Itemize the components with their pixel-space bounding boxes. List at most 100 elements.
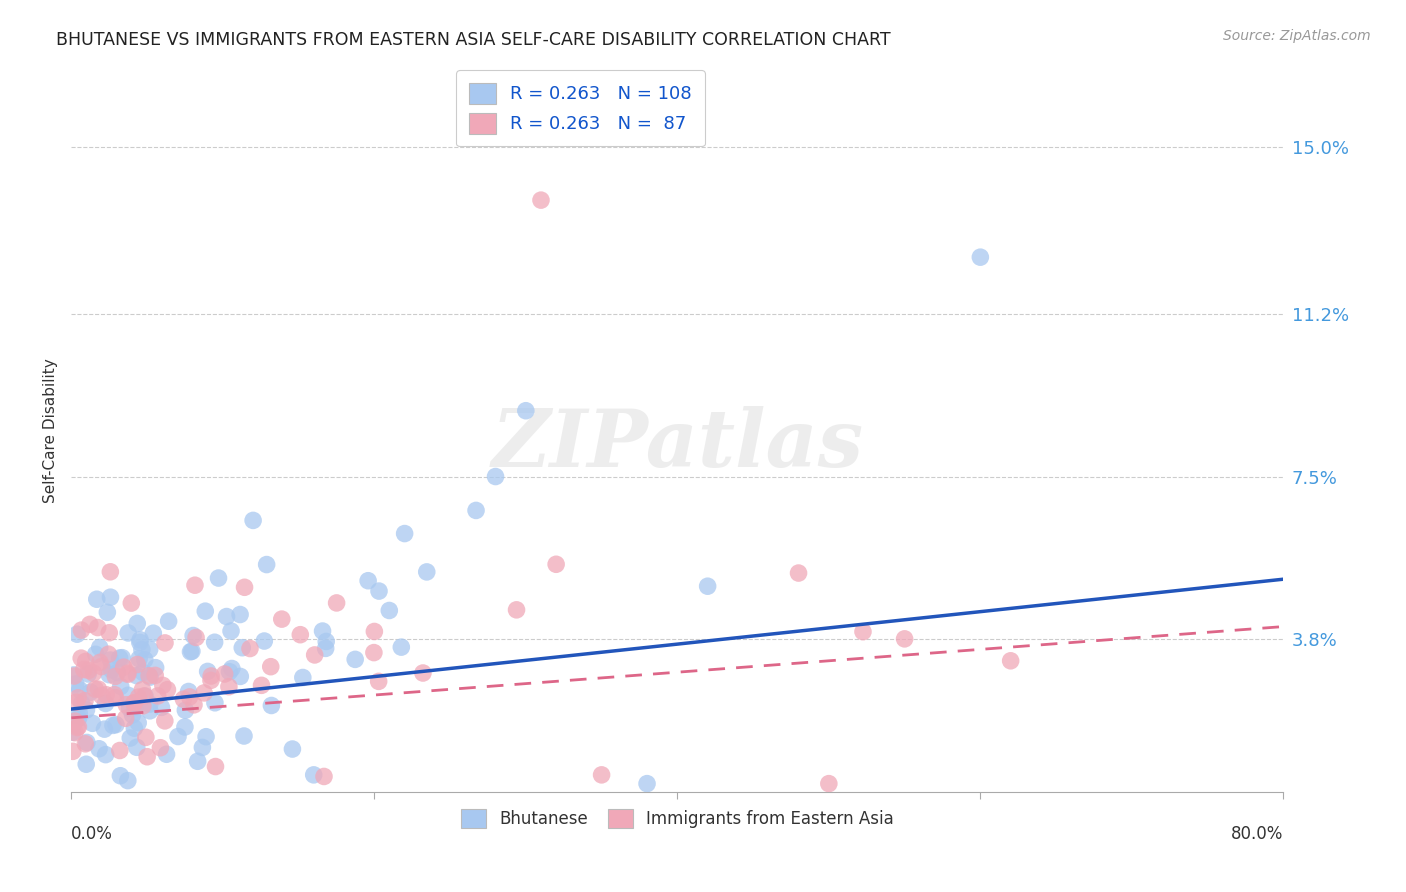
Point	[90, 659, 112, 673]
Point	[412, 665, 434, 680]
Point	[73, 694, 96, 708]
Point	[184, 631, 207, 645]
Point	[304, 648, 326, 662]
Point	[787, 566, 810, 580]
Point	[153, 636, 176, 650]
Point	[117, 667, 139, 681]
Point	[63, 714, 86, 728]
Point	[139, 697, 162, 711]
Point	[96, 605, 118, 619]
Point	[66, 627, 89, 641]
Point	[138, 642, 160, 657]
Point	[416, 565, 439, 579]
Point	[239, 641, 262, 656]
Point	[270, 612, 292, 626]
Point	[118, 701, 141, 715]
Point	[63, 668, 86, 682]
Point	[89, 656, 111, 670]
Point	[394, 526, 416, 541]
Point	[86, 592, 108, 607]
Point	[75, 654, 97, 668]
Point	[115, 698, 138, 712]
Point	[75, 757, 97, 772]
Point	[315, 641, 337, 656]
Point	[79, 685, 101, 699]
Point	[172, 692, 194, 706]
Point	[530, 193, 553, 207]
Point	[108, 651, 131, 665]
Point	[121, 707, 143, 722]
Point	[69, 682, 91, 697]
Point	[120, 596, 142, 610]
Point	[73, 663, 96, 677]
Point	[134, 653, 156, 667]
Point	[70, 651, 93, 665]
Text: Source: ZipAtlas.com: Source: ZipAtlas.com	[1223, 29, 1371, 43]
Point	[191, 740, 214, 755]
Point	[87, 682, 110, 697]
Point	[138, 669, 160, 683]
Point	[484, 469, 506, 483]
Point	[200, 669, 222, 683]
Point	[142, 626, 165, 640]
Point	[110, 769, 132, 783]
Point	[98, 667, 121, 681]
Point	[302, 768, 325, 782]
Point	[204, 635, 226, 649]
Point	[63, 669, 86, 683]
Point	[117, 688, 139, 702]
Point	[281, 742, 304, 756]
Point	[79, 617, 101, 632]
Point	[127, 657, 149, 672]
Point	[260, 659, 283, 673]
Point	[114, 711, 136, 725]
Point	[65, 695, 87, 709]
Point	[233, 580, 256, 594]
Point	[97, 647, 120, 661]
Point	[120, 731, 142, 745]
Point	[312, 769, 335, 783]
Point	[167, 730, 190, 744]
Point	[311, 624, 333, 638]
Point	[219, 624, 242, 638]
Point	[62, 744, 84, 758]
Point	[344, 652, 367, 666]
Point	[76, 703, 98, 717]
Point	[229, 669, 252, 683]
Point	[250, 678, 273, 692]
Point	[179, 645, 201, 659]
Point	[84, 682, 107, 697]
Point	[100, 653, 122, 667]
Point	[193, 686, 215, 700]
Point	[70, 623, 93, 637]
Point	[111, 650, 134, 665]
Text: 0.0%: 0.0%	[72, 825, 114, 843]
Point	[157, 614, 180, 628]
Point	[67, 720, 90, 734]
Point	[89, 640, 111, 655]
Point	[153, 714, 176, 728]
Point	[893, 632, 915, 646]
Point	[93, 722, 115, 736]
Point	[229, 607, 252, 622]
Point	[591, 768, 613, 782]
Point	[156, 682, 179, 697]
Point	[969, 250, 991, 264]
Point	[104, 690, 127, 705]
Point	[96, 688, 118, 702]
Point	[117, 626, 139, 640]
Point	[181, 628, 204, 642]
Point	[124, 697, 146, 711]
Point	[260, 698, 283, 713]
Point	[852, 624, 875, 639]
Legend: Bhutanese, Immigrants from Eastern Asia: Bhutanese, Immigrants from Eastern Asia	[454, 802, 901, 835]
Point	[177, 684, 200, 698]
Point	[291, 671, 314, 685]
Point	[128, 635, 150, 649]
Point	[134, 689, 156, 703]
Point	[139, 670, 162, 684]
Point	[231, 640, 253, 655]
Point	[155, 747, 177, 762]
Point	[62, 725, 84, 739]
Point	[218, 680, 240, 694]
